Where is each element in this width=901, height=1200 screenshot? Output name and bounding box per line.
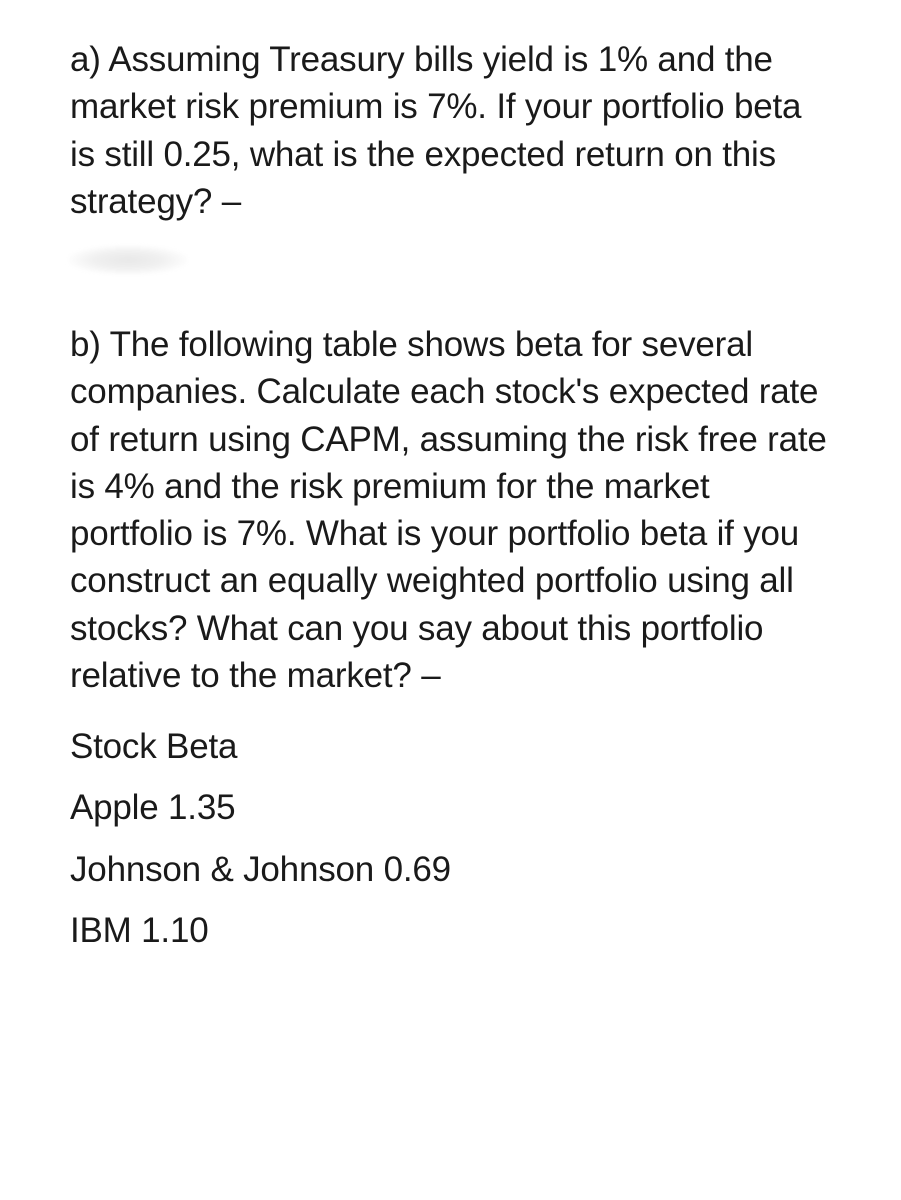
stock-row: Apple 1.35 <box>70 784 831 831</box>
question-a-text: a) Assuming Treasury bills yield is 1% a… <box>70 36 831 225</box>
redaction-smudge <box>68 245 188 275</box>
stock-row: IBM 1.10 <box>70 907 831 954</box>
table-header: Stock Beta <box>70 723 831 770</box>
question-b-text: b) The following table shows beta for se… <box>70 321 831 699</box>
stock-row: Johnson & Johnson 0.69 <box>70 846 831 893</box>
